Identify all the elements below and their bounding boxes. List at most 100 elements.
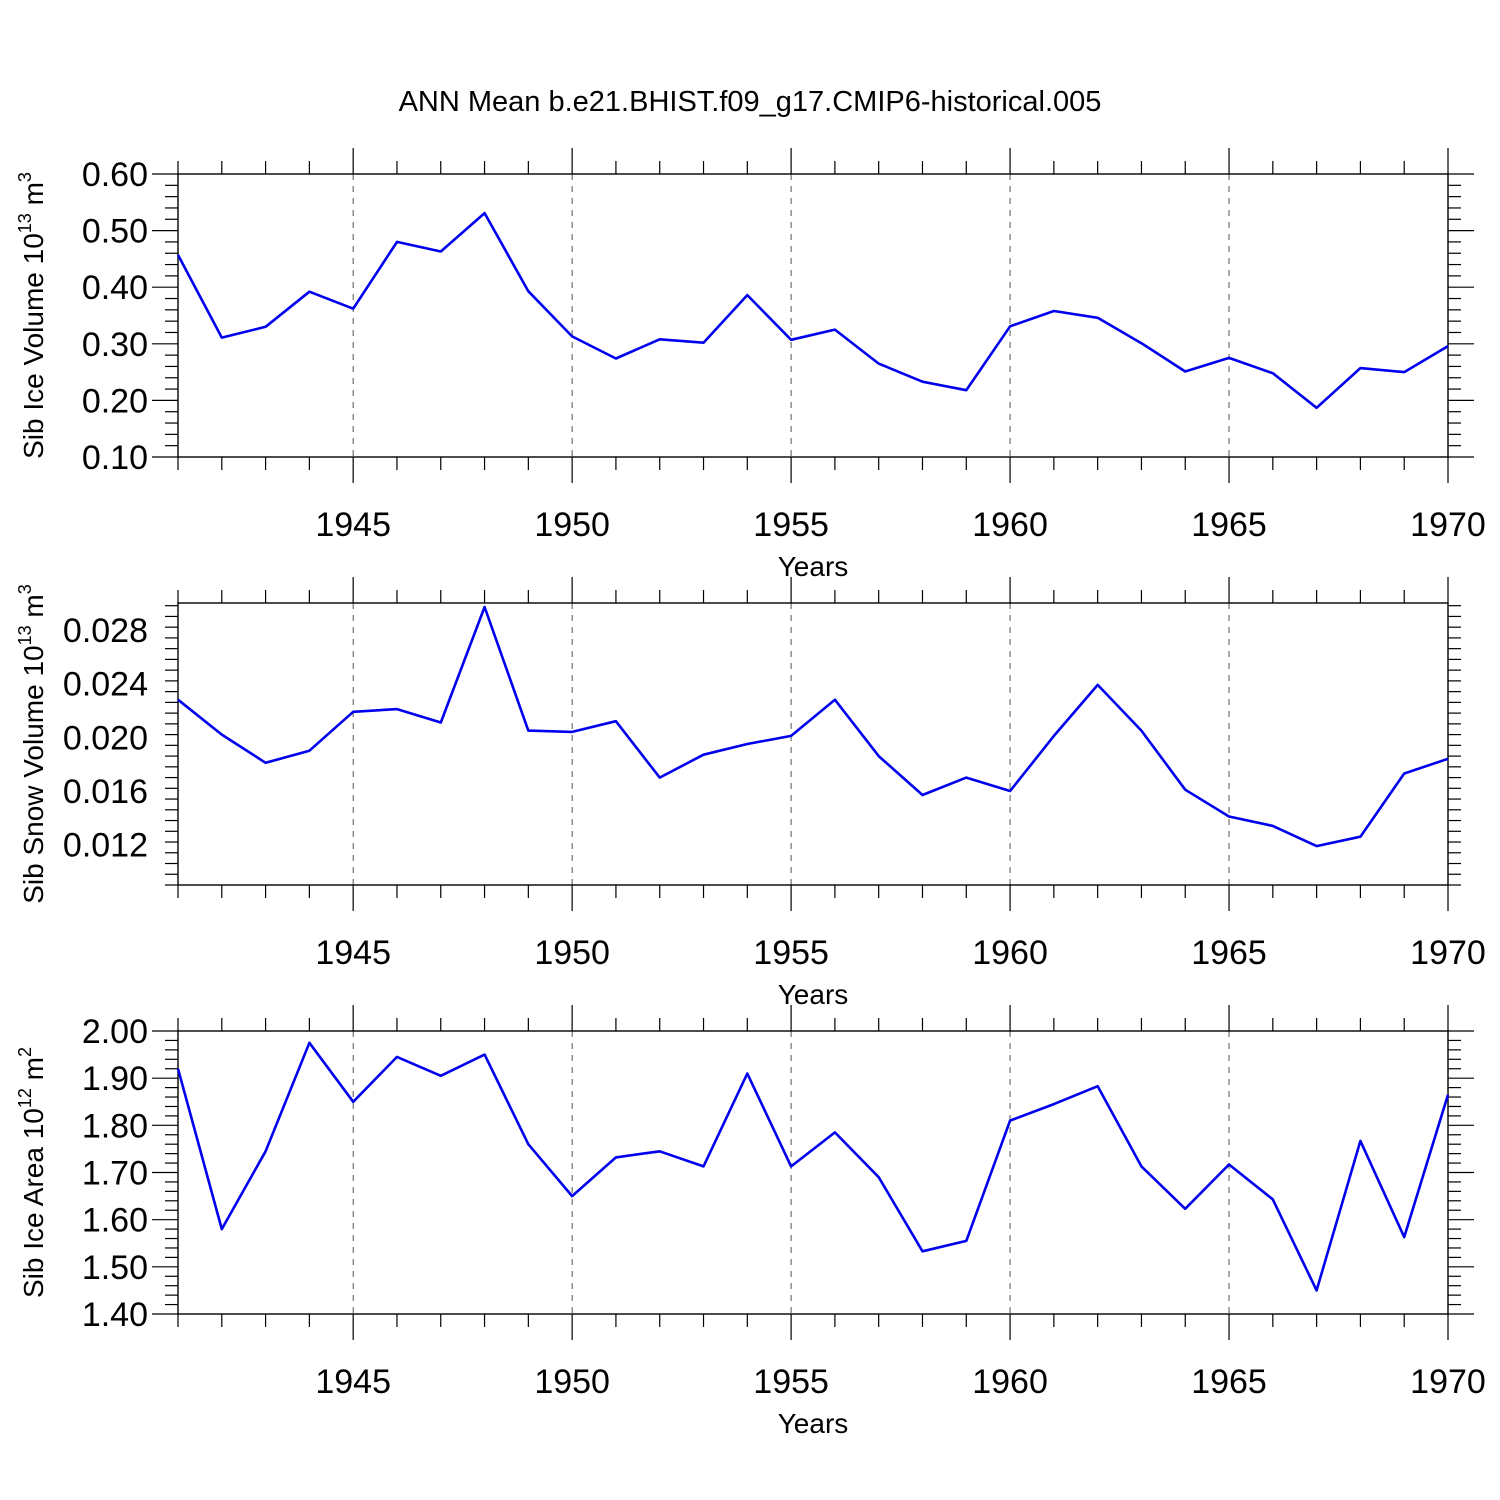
y-tick-label: 0.50 <box>82 213 148 251</box>
data-point <box>395 240 399 244</box>
data-point <box>526 289 530 293</box>
y-tick-label: 0.024 <box>63 666 148 704</box>
data-point <box>658 776 662 780</box>
panel-3: 1.40 1.50 1.60 1.70 1.80 1.90 2.00 1945 1950 1955… <box>15 1005 1486 1439</box>
data-point <box>877 754 881 758</box>
y-tick-label: 1.50 <box>82 1249 148 1287</box>
data-point <box>176 698 180 702</box>
data-point <box>1139 1164 1143 1168</box>
x-axis-title: Years <box>778 551 849 582</box>
y-tick-label: 0.020 <box>63 719 148 757</box>
data-point <box>1183 788 1187 792</box>
data-point <box>307 1041 311 1045</box>
data-point <box>964 1239 968 1243</box>
data-point <box>439 250 443 254</box>
data-point <box>745 1071 749 1075</box>
y-tick-label: 1.90 <box>82 1060 148 1098</box>
data-point <box>1402 370 1406 374</box>
y-axis-title-part: 12 <box>15 1088 35 1108</box>
data-point <box>570 334 574 338</box>
x-tick-label: 1955 <box>753 506 829 544</box>
data-point <box>1183 1207 1187 1211</box>
data-point <box>1183 370 1187 374</box>
data-point <box>1446 344 1450 348</box>
data-point <box>1227 1162 1231 1166</box>
data-point <box>483 1053 487 1057</box>
data-point <box>1139 341 1143 345</box>
y-tick-label: 0.30 <box>82 326 148 364</box>
y-axis-title-part: Sib Ice Volume 10 <box>18 233 49 459</box>
data-point <box>1315 1288 1319 1292</box>
x-tick-label: 1955 <box>753 1363 829 1401</box>
data-point <box>395 1055 399 1059</box>
series-line <box>177 605 1449 848</box>
data-point <box>264 325 268 329</box>
data-point <box>1227 356 1231 360</box>
x-tick-label: 1950 <box>534 1363 610 1401</box>
data-point <box>1358 1139 1362 1143</box>
data-point <box>1315 844 1319 848</box>
data-point <box>220 733 224 737</box>
y-axis-title-part: 2 <box>15 1047 35 1057</box>
x-tick-label: 1945 <box>315 934 391 972</box>
data-point <box>1096 316 1100 320</box>
data-point <box>1052 734 1056 738</box>
data-point <box>877 362 881 366</box>
y-tick-label: 0.028 <box>63 612 148 650</box>
data-point <box>614 1155 618 1159</box>
data-point <box>526 729 530 733</box>
data-point <box>1402 1235 1406 1239</box>
y-tick-label: 2.00 <box>82 1013 148 1051</box>
chart-title: ANN Mean b.e21.BHIST.f09_g17.CMIP6-histo… <box>399 86 1102 118</box>
y-tick-label: 1.80 <box>82 1107 148 1145</box>
y-tick-label: 1.70 <box>82 1155 148 1193</box>
data-point <box>220 336 224 340</box>
data-point <box>702 1164 706 1168</box>
data-point <box>833 1130 837 1134</box>
data-point <box>351 1100 355 1104</box>
data-point <box>483 605 487 609</box>
x-tick-label: 1945 <box>315 1363 391 1401</box>
x-tick-label: 1960 <box>972 934 1048 972</box>
data-point <box>789 734 793 738</box>
data-point <box>658 1149 662 1153</box>
x-tick-label: 1950 <box>534 506 610 544</box>
data-point <box>220 1227 224 1231</box>
data-point <box>526 1142 530 1146</box>
data-point <box>745 293 749 297</box>
data-point <box>1008 324 1012 328</box>
data-point <box>1271 371 1275 375</box>
y-tick-label: 0.20 <box>82 382 148 420</box>
data-point <box>614 357 618 361</box>
data-point <box>1008 789 1012 793</box>
plot-frame <box>177 173 1449 458</box>
y-axis-title-part: 3 <box>15 172 35 182</box>
data-point <box>1446 1093 1450 1097</box>
x-tick-label: 1960 <box>972 506 1048 544</box>
data-point <box>1096 1084 1100 1088</box>
data-point <box>833 698 837 702</box>
data-point <box>1271 1197 1275 1201</box>
data-point <box>920 793 924 797</box>
data-point <box>614 719 618 723</box>
y-axis-title-part: m <box>18 182 49 213</box>
data-point <box>877 1175 881 1179</box>
data-point <box>483 211 487 215</box>
x-tick-label: 1960 <box>972 1363 1048 1401</box>
data-point <box>833 328 837 332</box>
y-axis-title-part: 3 <box>15 584 35 594</box>
data-point <box>1446 757 1450 761</box>
series-line <box>176 1041 1450 1292</box>
data-point <box>1315 406 1319 410</box>
plot-frame <box>177 602 1449 886</box>
y-axis-title-part: 13 <box>15 625 35 645</box>
y-axis-title: Sib Ice Area 1012 m2 <box>15 1047 49 1298</box>
data-point <box>1271 824 1275 828</box>
data-point <box>1358 366 1362 370</box>
data-point <box>176 1067 180 1071</box>
y-tick-label: 0.012 <box>63 827 148 865</box>
data-point <box>1139 729 1143 733</box>
data-point <box>1227 815 1231 819</box>
x-tick-label: 1970 <box>1410 934 1486 972</box>
